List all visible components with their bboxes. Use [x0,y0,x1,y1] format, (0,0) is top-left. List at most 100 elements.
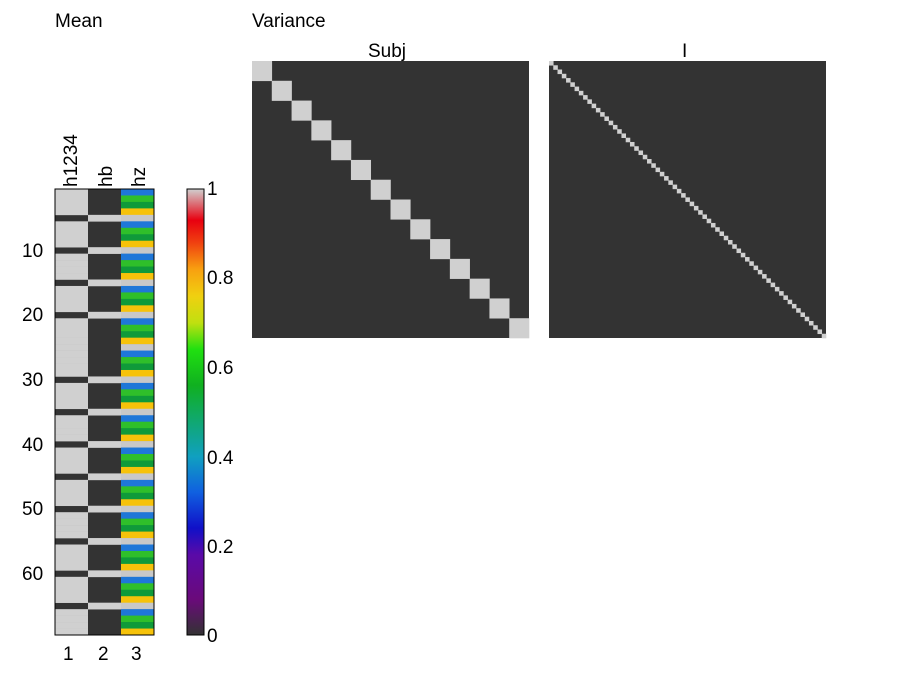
colorbar-tick-0.6: 0.6 [207,358,234,379]
mean-cell-col3 [121,460,154,468]
mean-cell-col2 [88,376,121,384]
mean-cell-col2 [88,441,121,448]
mean-cell-col1 [55,331,88,338]
mean-cell-col3 [121,531,154,539]
i-matrix-diagonal-block [600,112,605,117]
mean-cell-col3 [121,324,154,332]
mean-cell-col3 [121,331,154,338]
mean-cell-col3 [121,357,154,364]
i-matrix-diagonal-block [612,124,618,130]
mean-cell-col3 [121,279,154,287]
mean-cell-col3 [121,538,154,545]
mean-cell-col3 [121,544,154,552]
mean-y-tick-60: 60 [22,564,44,585]
i-matrix-diagonal-block [736,248,742,254]
i-matrix-diagonal-block [740,252,746,258]
mean-cell-col3 [121,363,154,371]
mean-cell-col3 [121,486,154,494]
i-matrix-diagonal-block [604,116,609,121]
mean-cell-col1 [55,292,88,300]
i-matrix-diagonal-block [553,65,558,70]
mean-cell-col3 [121,298,154,306]
i-matrix-diagonal-block [698,210,703,215]
mean-title: Mean [55,11,103,32]
i-matrix-diagonal-block [774,286,780,292]
i-matrix-diagonal-block [732,244,737,249]
mean-cell-col1 [55,221,88,229]
mean-cell-col2 [88,311,121,319]
i-matrix-diagonal-block [659,171,665,177]
mean-cell-col1 [55,428,88,435]
mean-cell-col3 [121,201,154,209]
i-matrix-diagonal-block [787,299,793,305]
i-matrix-diagonal-block [702,214,707,219]
mean-cell-col3 [121,350,154,358]
mean-cell-col3 [121,273,154,280]
i-matrix-diagonal-block [557,69,563,75]
mean-cell-col3 [121,479,154,487]
i-matrix-diagonal-block [625,137,631,143]
i-matrix-diagonal-block [595,107,601,113]
i-matrix-diagonal-block [672,184,678,190]
i-matrix-diagonal-block [668,180,673,185]
mean-cell-col1 [55,628,88,636]
i-matrix-diagonal-block [689,201,695,207]
mean-cell-col3 [121,247,154,254]
mean-cell-col1 [55,389,88,397]
subj-matrix-diagonal-block [509,318,530,339]
mean-cell-col1 [55,234,88,242]
mean-cell-col1 [55,305,88,313]
mean-cell-col1 [55,337,88,345]
i-matrix-diagonal-block [664,176,669,181]
i-matrix-diagonal-block [766,278,771,283]
mean-cell-col2 [88,538,121,545]
i-matrix-diagonal-block [549,61,554,66]
mean-cell-col1 [55,382,88,390]
subj-matrix-diagonal-block [469,278,490,299]
mean-cell-col3 [121,583,154,591]
mean-cell-col1 [55,499,88,507]
mean-cell-col1 [55,369,88,377]
mean-cell-col3 [121,622,154,629]
mean-cell-col3 [121,402,154,410]
i-matrix-diagonal-block [638,150,644,156]
mean-cell-col1 [55,253,88,261]
mean-cell-col3 [121,609,154,616]
variance-panel-title-subj: Subj [368,41,407,62]
colorbar-tick-0.2: 0.2 [207,537,234,558]
mean-cell-col1 [55,622,88,629]
mean-cell-col3 [121,454,154,461]
i-matrix-diagonal-block [578,90,584,96]
subj-matrix-diagonal-block [350,159,372,181]
mean-cell-col3 [121,214,154,222]
mean-cell-col1 [55,434,88,442]
mean-cell-col3 [121,318,154,326]
mean-cell-col3 [121,221,154,229]
mean-design-matrix [54,188,155,636]
mean-cell-col2 [88,214,121,222]
mean-cell-col3 [121,285,154,293]
i-matrix-diagonal-block [715,227,720,232]
mean-cell-col3 [121,473,154,481]
mean-cell-col1 [55,324,88,332]
mean-cell-col1 [55,596,88,603]
i-matrix-diagonal-block [676,188,682,194]
mean-cell-col1 [55,240,88,248]
i-matrix-diagonal-block [591,103,597,109]
mean-cell-col3 [121,428,154,435]
mean-cell-col3 [121,466,154,474]
mean-cell-col3 [121,395,154,403]
colorbar [186,188,205,636]
subj-matrix-diagonal-block [311,120,332,141]
i-matrix-diagonal-block [647,159,652,164]
mean-x-tick-3: 3 [131,644,142,665]
i-matrix-diagonal-block [808,320,814,326]
mean-cell-col3 [121,570,154,578]
i-matrix-diagonal-block [621,133,627,139]
mean-cell-col1 [55,318,88,326]
i-matrix-diagonal-block [745,257,750,262]
subj-matrix-diagonal-block [390,199,411,220]
mean-cell-col3 [121,305,154,313]
i-matrix-diagonal-block [710,222,716,228]
subj-matrix-diagonal-block [410,219,431,240]
